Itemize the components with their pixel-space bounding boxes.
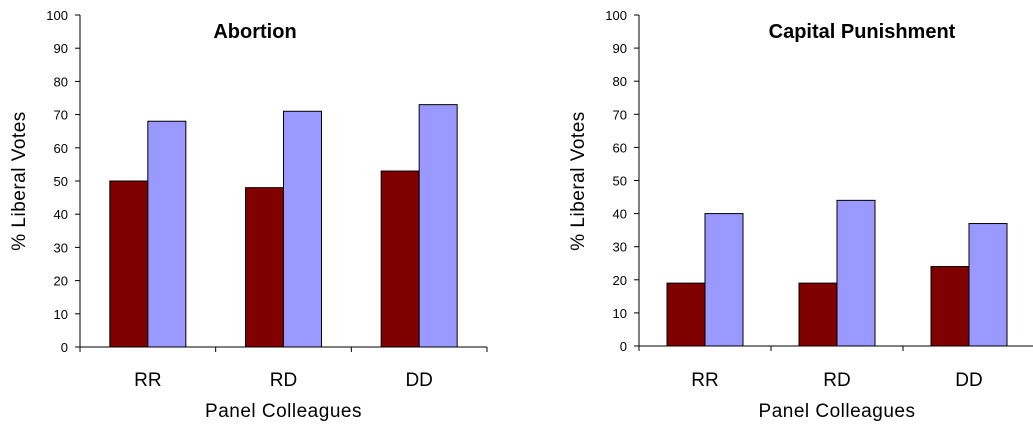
bar-rd-series-1 (798, 282, 838, 347)
y-tick-label: 80 (54, 74, 68, 89)
y-tick-label: 50 (54, 174, 68, 189)
bar-dd-series-1 (930, 266, 970, 347)
y-tick-label: 30 (54, 240, 68, 255)
chart-title: Capital Punishment (769, 21, 956, 43)
y-tick-label: 80 (613, 74, 627, 89)
chart-svg: 0 10 20 30 40 50 60 70 80 90 100 RR RD DD Abortion Pane… (9, 8, 488, 422)
y-tick-label: 90 (613, 41, 627, 56)
chart-capital-punishment: 0 10 20 30 40 50 60 70 80 90 100 RR RD DD Capital Puni… (520, 0, 1033, 426)
x-tick-label: DD (405, 370, 432, 391)
y-tick-label: 60 (613, 140, 627, 155)
y-tick-label: 90 (54, 41, 68, 56)
x-tick-label: RR (691, 370, 718, 391)
x-axis-title: Panel Colleagues (205, 401, 362, 422)
chart-abortion: 0 10 20 30 40 50 60 70 80 90 100 RR RD DD Abortion Pane… (0, 0, 510, 426)
bar-dd-series-1 (380, 170, 420, 348)
y-tick-label: 0 (61, 340, 68, 355)
y-tick-label: 30 (613, 240, 627, 255)
y-tick-label: 20 (613, 273, 627, 288)
y-tick-label: 40 (54, 207, 68, 222)
y-tick-label: 10 (54, 307, 68, 322)
y-tick-label: 0 (620, 339, 627, 354)
y-tick-label: 60 (54, 141, 68, 156)
x-axis-title: Panel Colleagues (759, 401, 916, 422)
y-tick-label: 70 (613, 107, 627, 122)
bar-rd-series-2 (283, 110, 322, 348)
y-tick-label: 100 (46, 8, 68, 23)
x-tick-label: RD (270, 370, 297, 391)
bar-rr-series-1 (109, 180, 149, 348)
bar-rd-series-1 (245, 187, 284, 348)
y-axis-title: % Liberal Votes (9, 111, 30, 251)
y-axis-title: % Liberal Votes (568, 111, 589, 251)
y-tick-label: 20 (54, 274, 68, 289)
bar-dd-series-2 (418, 104, 458, 348)
y-tick-label: 50 (613, 174, 627, 189)
bar-dd-series-2 (968, 223, 1008, 347)
y-tick-label: 100 (605, 8, 627, 23)
chart-title: Abortion (213, 21, 296, 43)
bar-rr-series-2 (147, 120, 187, 348)
bar-rd-series-2 (836, 199, 876, 347)
chart-svg: 0 10 20 30 40 50 60 70 80 90 100 RR RD DD Capital Puni… (568, 8, 1033, 422)
x-tick-label: DD (955, 370, 982, 391)
y-tick-label: 10 (613, 306, 627, 321)
x-tick-label: RD (823, 370, 850, 391)
y-tick-label: 40 (613, 207, 627, 222)
y-tick-label: 70 (54, 108, 68, 123)
bar-rr-series-2 (704, 213, 744, 347)
bar-rr-series-1 (666, 282, 706, 347)
x-tick-label: RR (134, 370, 161, 391)
